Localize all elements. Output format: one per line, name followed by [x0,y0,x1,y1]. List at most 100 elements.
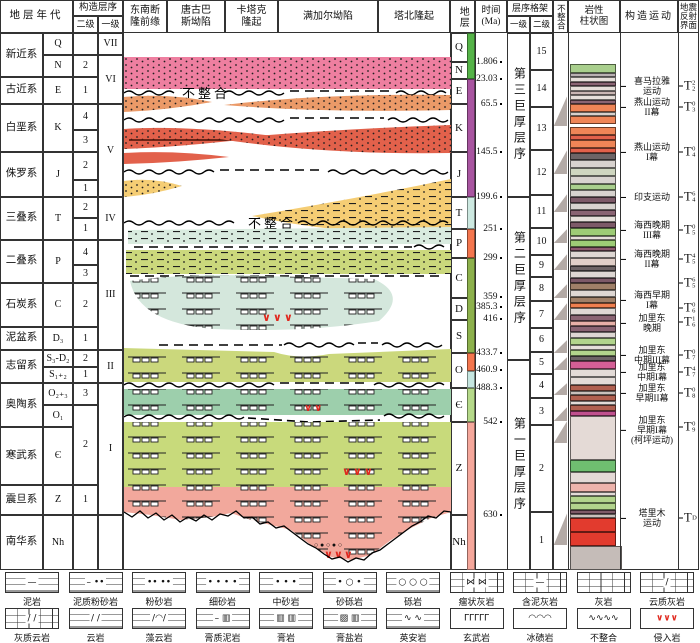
band-paleogene [124,94,451,112]
seismic-tick [679,307,683,309]
seq1-cell [98,515,123,570]
lithology-bed [570,77,616,82]
lithology-bed [570,266,616,271]
seismic-sup: 0 [692,420,696,427]
legend-label: 膏质泥岩 [204,633,241,643]
seq1-cell: II [98,350,123,383]
seismic-sup: 4 [692,365,696,372]
legend-label: 侵入岩 [653,633,681,643]
legend-item: ▥ ▥ 膏岩 [256,608,316,643]
header-sequence-framework: 层序格架 [507,0,553,16]
zone-header-0: 东南断 隆前缘 [123,0,167,33]
sequence-number-cell: 9 [530,255,553,277]
lithology-bed [570,247,616,251]
seismic-sup: 0 [692,145,696,152]
time-label: 145.5 [474,147,502,157]
seismic-T: T [684,189,692,204]
seismic-sub: 2 [692,85,696,92]
lithology-bed [570,240,616,247]
legend-item: ∕ ∕ 灰质云岩 [2,608,62,643]
legend-item: • • • 中砂岩 [256,572,316,608]
unconformity-line-4c [413,244,445,250]
seismic-sup: 2 [692,79,696,86]
lithology-bed [570,326,616,332]
header-lithology-column: 岩性 柱状图 [568,0,620,33]
lithology-bed [570,116,616,124]
legend-swatch: ▨ ▥ [322,608,377,629]
header-tectonic-sequence: 构造层序 [73,0,123,16]
lithology-bed [570,64,616,73]
lithology-bed [570,160,616,168]
header-time: 时间 (Ma) [475,0,507,33]
seq2-cell: 1 [73,485,98,515]
seismic-sup: 1 [692,315,696,322]
seismic-T: T [684,251,692,266]
seismic-T: T [684,99,692,114]
legend-label: 粉砂岩 [145,597,173,607]
legend-pattern-glyph: — [25,577,39,587]
lithology-bed [570,514,616,518]
legend-label: 膏盐岩 [335,633,363,643]
seismic-sup: 0 [692,301,696,308]
lithology-bed [570,338,616,345]
legend-swatch: ○ ○ ○ [386,572,440,593]
legend-label: 膏岩 [276,633,295,643]
unconformity-line-2 [124,117,285,123]
era-cell: 二叠系 [0,240,43,283]
lithology-bed [570,124,616,127]
chronostrat-color-strip [467,197,475,229]
legend-item: ∨∨∨ 侵入岩 [637,608,697,643]
legend-item: • • • • 细砂岩 [193,572,253,608]
time-column-left-line [475,33,476,570]
legend-pattern-glyph: ∕ [663,577,671,587]
period-cell: D₃ [43,327,73,350]
legend-item: – •• 泥质粉砂岩 [66,572,126,608]
cross-section: 不整合 [123,33,452,570]
period-cell: P [43,240,73,283]
era-cell: 白垩系 [0,104,43,152]
seq1-cell: I [98,383,123,515]
time-label: 299 [474,253,502,263]
legend-label: 不整合 [589,633,617,643]
seq1-cell: VII [98,33,123,55]
lithology-bed [570,153,616,160]
sequence-number-cell: 8 [530,277,553,301]
legend-swatch: •• •• [132,572,186,593]
time-tick [499,317,502,321]
unconformity-line-6 [124,382,275,388]
chronostrat-color-strip [467,388,475,422]
lithology-bed [570,518,616,532]
lithology-bed [570,73,616,77]
megasequence-cell: 第二巨厚层序 [507,197,530,360]
legend-swatch: ∕ ∕ [5,608,59,629]
tectonic-movement-label: 加里东 中期III幕 [621,345,676,365]
time-label: 65.5 [474,99,502,109]
legend-swatch: — [5,572,59,593]
era-cell: 震旦系 [0,485,43,515]
legend-label: 中砂岩 [272,597,300,607]
time-label: 359 [474,292,502,302]
unconformity-line-7b [383,413,445,419]
tectonic-movement-label: 印支运动 [621,192,676,202]
lithology-bed [570,148,616,153]
legend-item: ○ ○ ○ 砾岩 [383,572,443,608]
seismic-sub: 5 [692,258,696,265]
seismic-tick [679,392,683,394]
seismic-T: T [684,300,692,315]
lithology-bed [570,483,616,492]
lithology-bed [570,62,616,64]
tectonic-movement-label: 喜马拉雅 运动 [621,76,676,96]
legend-item: — 泥岩 [2,572,62,608]
time-tick [499,150,502,154]
legend-item: ΓΓΓΓΓ 玄武岩 [447,608,507,643]
seismic-sub: 7 [692,371,696,378]
legend-pattern-glyph: — [533,577,547,587]
tectonic-movement-label: 海西晚期 II幕 [621,249,676,269]
band-ordovician: ∨∨ [124,389,451,415]
